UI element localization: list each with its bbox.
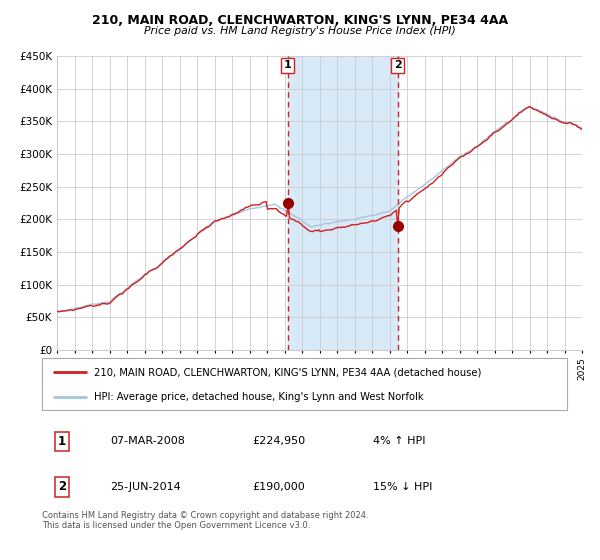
Text: 1: 1 xyxy=(284,60,292,71)
Text: 210, MAIN ROAD, CLENCHWARTON, KING'S LYNN, PE34 4AA (detached house): 210, MAIN ROAD, CLENCHWARTON, KING'S LYN… xyxy=(95,367,482,377)
Text: 15% ↓ HPI: 15% ↓ HPI xyxy=(373,482,432,492)
Text: Price paid vs. HM Land Registry's House Price Index (HPI): Price paid vs. HM Land Registry's House … xyxy=(144,26,456,36)
Text: 1: 1 xyxy=(58,435,66,448)
Text: 2: 2 xyxy=(58,480,66,493)
Text: 2: 2 xyxy=(394,60,401,71)
Text: 210, MAIN ROAD, CLENCHWARTON, KING'S LYNN, PE34 4AA: 210, MAIN ROAD, CLENCHWARTON, KING'S LYN… xyxy=(92,14,508,27)
Text: 07-MAR-2008: 07-MAR-2008 xyxy=(110,436,185,446)
Text: 25-JUN-2014: 25-JUN-2014 xyxy=(110,482,181,492)
Text: 4% ↑ HPI: 4% ↑ HPI xyxy=(373,436,425,446)
Bar xyxy=(288,56,398,350)
Text: £224,950: £224,950 xyxy=(252,436,305,446)
Text: £190,000: £190,000 xyxy=(252,482,305,492)
Text: HPI: Average price, detached house, King's Lynn and West Norfolk: HPI: Average price, detached house, King… xyxy=(95,392,424,402)
Text: Contains HM Land Registry data © Crown copyright and database right 2024.
This d: Contains HM Land Registry data © Crown c… xyxy=(42,511,368,530)
